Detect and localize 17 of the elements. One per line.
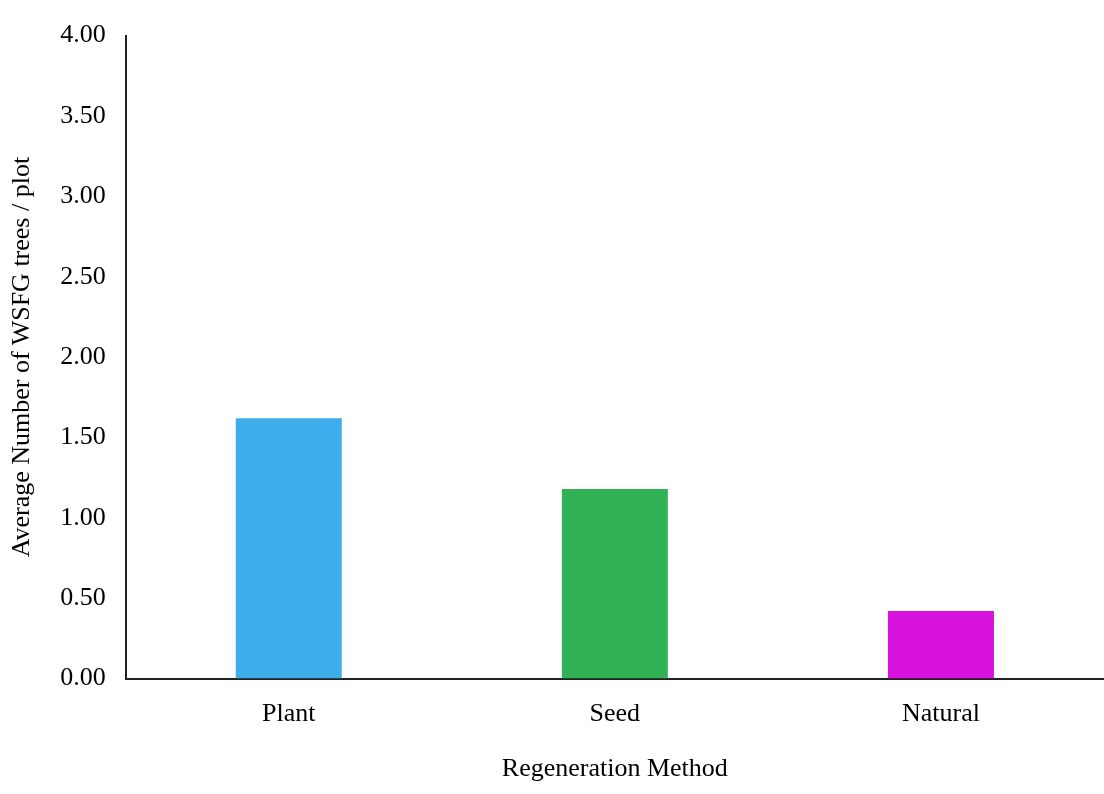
x-axis-title: Regeneration Method <box>501 753 728 783</box>
y-tick-label: 3.50 <box>60 99 106 129</box>
y-tick-label: 3.00 <box>60 180 106 210</box>
y-tick-label: 2.50 <box>60 260 106 290</box>
y-tick-label: 0.00 <box>60 662 106 692</box>
bar <box>887 611 994 679</box>
y-tick-label: 2.00 <box>60 340 106 370</box>
x-tick-label: Plant <box>262 698 317 728</box>
bar <box>561 488 668 679</box>
y-tick-label: 1.00 <box>60 501 106 531</box>
y-axis-title: Average Number of WSFG trees / plot <box>6 156 36 558</box>
y-tick-label: 0.50 <box>60 582 106 612</box>
bar <box>235 418 342 679</box>
x-tick-label: Natural <box>901 698 980 728</box>
y-tick-label: 4.00 <box>60 19 106 49</box>
x-tick-label: Seed <box>589 698 641 728</box>
y-tick-label: 1.50 <box>60 421 106 451</box>
